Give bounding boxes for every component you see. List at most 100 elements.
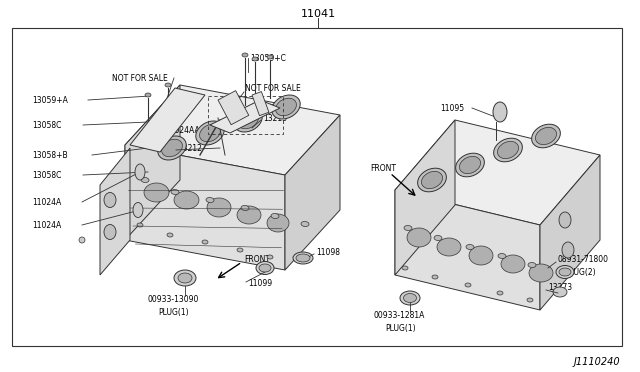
Ellipse shape xyxy=(237,111,259,129)
Ellipse shape xyxy=(174,270,196,286)
Ellipse shape xyxy=(497,291,503,295)
Ellipse shape xyxy=(532,124,561,148)
Ellipse shape xyxy=(559,268,571,276)
Ellipse shape xyxy=(497,141,518,158)
Ellipse shape xyxy=(528,263,536,267)
Ellipse shape xyxy=(237,206,261,224)
Ellipse shape xyxy=(400,291,420,305)
Text: 13058C: 13058C xyxy=(32,121,61,129)
Ellipse shape xyxy=(171,189,179,195)
Ellipse shape xyxy=(527,298,533,302)
Ellipse shape xyxy=(237,248,243,252)
Ellipse shape xyxy=(196,121,224,145)
Polygon shape xyxy=(210,100,280,133)
Text: 13273: 13273 xyxy=(548,283,572,292)
Ellipse shape xyxy=(553,287,567,297)
Text: 13059+C: 13059+C xyxy=(250,54,286,62)
Ellipse shape xyxy=(206,198,214,202)
Ellipse shape xyxy=(145,93,151,97)
Text: PLUG(2): PLUG(2) xyxy=(565,267,596,276)
Ellipse shape xyxy=(407,228,431,247)
Ellipse shape xyxy=(469,246,493,265)
Ellipse shape xyxy=(158,136,186,160)
Text: 11098: 11098 xyxy=(316,247,340,257)
Ellipse shape xyxy=(267,214,289,232)
Polygon shape xyxy=(395,190,540,310)
Ellipse shape xyxy=(165,83,171,87)
Ellipse shape xyxy=(161,139,182,157)
Ellipse shape xyxy=(174,191,199,209)
Ellipse shape xyxy=(296,254,310,262)
Bar xyxy=(12,28,622,346)
Text: 00933-13090: 00933-13090 xyxy=(148,295,200,305)
Polygon shape xyxy=(285,115,340,270)
Ellipse shape xyxy=(402,266,408,270)
Bar xyxy=(252,92,269,116)
Polygon shape xyxy=(540,155,600,310)
Text: 13212: 13212 xyxy=(178,144,202,153)
Ellipse shape xyxy=(301,221,309,227)
Polygon shape xyxy=(395,120,600,225)
Ellipse shape xyxy=(418,168,446,192)
Ellipse shape xyxy=(437,238,461,256)
Ellipse shape xyxy=(241,205,249,211)
Ellipse shape xyxy=(79,237,85,243)
Ellipse shape xyxy=(529,264,553,282)
Ellipse shape xyxy=(498,253,506,259)
Text: PLUG(1): PLUG(1) xyxy=(385,324,415,333)
Polygon shape xyxy=(125,145,285,270)
Ellipse shape xyxy=(422,171,442,189)
Polygon shape xyxy=(125,85,340,175)
Text: 13059+A: 13059+A xyxy=(32,96,68,105)
Ellipse shape xyxy=(141,177,149,183)
Ellipse shape xyxy=(493,102,507,122)
Ellipse shape xyxy=(404,225,412,231)
Polygon shape xyxy=(100,148,130,275)
Ellipse shape xyxy=(104,192,116,208)
Ellipse shape xyxy=(434,235,442,241)
Text: 11024A: 11024A xyxy=(32,198,61,206)
Text: 13058C: 13058C xyxy=(32,170,61,180)
Ellipse shape xyxy=(234,108,262,132)
Ellipse shape xyxy=(167,233,173,237)
Bar xyxy=(218,91,249,125)
Ellipse shape xyxy=(403,294,417,302)
Ellipse shape xyxy=(137,223,143,227)
Ellipse shape xyxy=(202,240,208,244)
Ellipse shape xyxy=(536,127,557,145)
Text: FRONT: FRONT xyxy=(244,256,270,264)
Ellipse shape xyxy=(256,262,274,275)
Polygon shape xyxy=(125,85,180,240)
Ellipse shape xyxy=(207,198,231,217)
Text: 11041: 11041 xyxy=(300,9,335,19)
Text: 11024A: 11024A xyxy=(32,221,61,230)
Text: 11095: 11095 xyxy=(440,103,464,112)
Text: PLUG(1): PLUG(1) xyxy=(158,308,189,317)
Ellipse shape xyxy=(242,53,248,57)
Text: 11024AA: 11024AA xyxy=(165,125,200,135)
Ellipse shape xyxy=(460,156,481,174)
Ellipse shape xyxy=(456,153,484,177)
Text: FRONT: FRONT xyxy=(370,164,396,173)
Polygon shape xyxy=(395,120,455,275)
Ellipse shape xyxy=(465,283,471,287)
Ellipse shape xyxy=(200,124,220,142)
Text: 11099: 11099 xyxy=(248,279,272,289)
Text: 11024AA: 11024AA xyxy=(255,103,290,112)
Ellipse shape xyxy=(144,183,169,202)
Text: 08931-71800: 08931-71800 xyxy=(558,256,609,264)
Ellipse shape xyxy=(259,264,271,272)
Text: NOT FOR SALE: NOT FOR SALE xyxy=(112,74,168,83)
Ellipse shape xyxy=(178,273,192,283)
Ellipse shape xyxy=(135,164,145,180)
Ellipse shape xyxy=(272,95,300,119)
Ellipse shape xyxy=(493,138,522,162)
Ellipse shape xyxy=(276,98,296,116)
Text: 00933-1281A: 00933-1281A xyxy=(373,311,424,321)
Ellipse shape xyxy=(267,255,273,259)
Ellipse shape xyxy=(133,202,143,218)
Text: J1110240: J1110240 xyxy=(573,357,620,367)
Ellipse shape xyxy=(293,252,313,264)
Ellipse shape xyxy=(267,55,273,59)
Text: 13213: 13213 xyxy=(263,113,287,122)
